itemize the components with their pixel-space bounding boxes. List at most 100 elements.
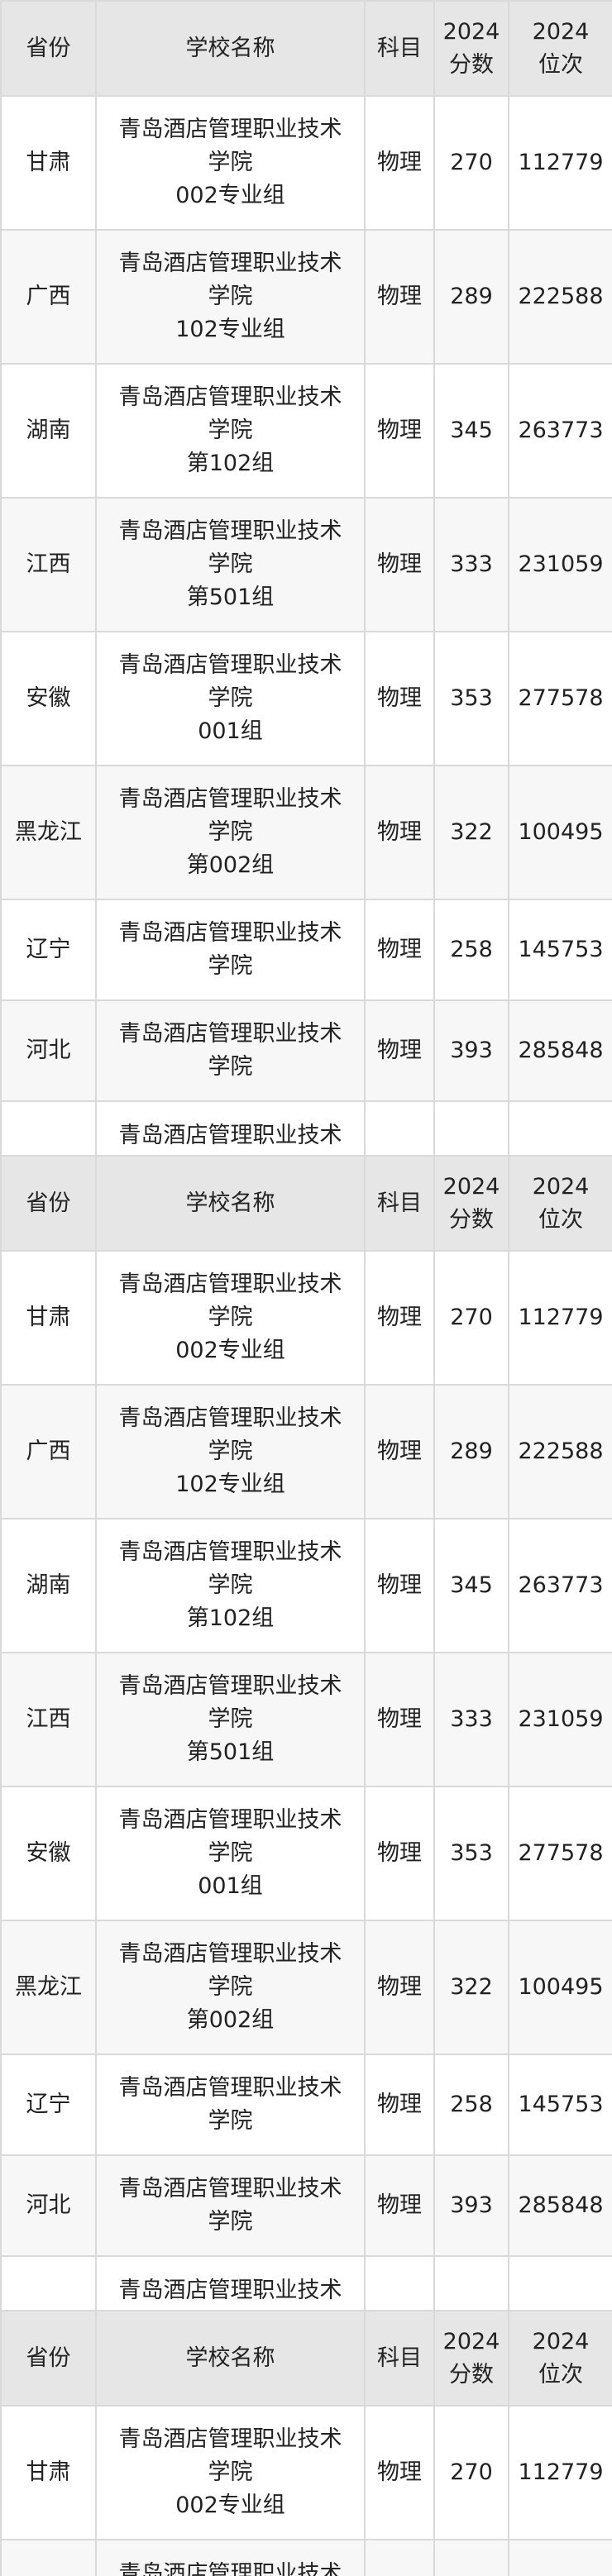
school-name-line: 学院 — [208, 1840, 253, 1866]
header-rank: 2024 位次 — [508, 0, 612, 97]
table-section: 省份 学校名称 科目 2024 分数 2024 位次 甘肃 青岛酒店管理职业技术 学院… — [0, 0, 612, 1155]
cell-subject: 物理 — [364, 229, 435, 365]
header-subject: 科目 — [364, 1155, 435, 1252]
cell-province — [0, 2539, 97, 2576]
cell-province: 湖南 — [0, 363, 97, 499]
cell-subject: 物理 — [364, 1250, 435, 1386]
table-section: 省份 学校名称 科目 2024 分数 2024 位次 甘肃 青岛酒店管理职业技术 学院… — [0, 1155, 612, 2310]
cell-province: 江西 — [0, 497, 97, 632]
school-name-line: 青岛酒店管理职业技术 — [118, 1271, 342, 1297]
school-group: 第102组 — [186, 1605, 275, 1631]
cell-rank: 112779 — [508, 1250, 612, 1386]
cell-score — [433, 2255, 509, 2310]
school-name-line: 青岛酒店管理职业技术 — [118, 518, 342, 544]
school-name-line: 学院 — [208, 1305, 253, 1330]
header-school: 学校名称 — [95, 2310, 366, 2407]
school-name-line: 青岛酒店管理职业技术 — [118, 1021, 342, 1047]
header-rank-label: 位次 — [538, 1206, 583, 1233]
cell-rank: 285848 — [508, 999, 612, 1102]
cell-school: 青岛酒店管理职业技术 学院 第102组 — [95, 363, 366, 499]
school-name-line: 青岛酒店管理职业技术 — [118, 1941, 342, 1967]
cell-province: 广西 — [0, 1384, 97, 1519]
cell-score: 322 — [433, 1920, 509, 2055]
cell-subject: 物理 — [364, 999, 435, 1102]
table-row: 黑龙江 青岛酒店管理职业技术 学院 第002组 物理 322 100495 — [0, 765, 612, 900]
cell-school: 青岛酒店管理职业技术 学院 002专业组 — [95, 1250, 366, 1386]
cell-school: 青岛酒店管理职业技术 学院 002专业组 — [95, 2405, 366, 2540]
cell-score — [433, 1100, 509, 1155]
cell-province: 江西 — [0, 1652, 97, 1787]
cell-province — [0, 2255, 97, 2310]
cell-subject: 物理 — [364, 899, 435, 1001]
cell-score: 353 — [433, 1786, 509, 1921]
cell-subject: 物理 — [364, 497, 435, 632]
cell-rank: 277578 — [508, 1786, 612, 1921]
cell-subject — [364, 2539, 435, 2576]
header-score: 2024 分数 — [433, 2310, 509, 2407]
header-score: 2024 分数 — [433, 0, 509, 97]
school-name-line: 学院 — [208, 685, 253, 711]
school-group: 第102组 — [186, 451, 275, 476]
school-group: 第501组 — [186, 584, 275, 610]
table-row: 甘肃 青岛酒店管理职业技术 学院 002专业组 物理 270 112779 — [0, 1250, 612, 1386]
cell-province: 安徽 — [0, 1786, 97, 1921]
school-name-line: 学院 — [208, 2108, 253, 2134]
cell-rank: 145753 — [508, 899, 612, 1001]
cell-school: 青岛酒店管理职业技术 学院 102专业组 — [95, 1384, 366, 1519]
header-school: 学校名称 — [95, 1155, 366, 1252]
school-name-line: 青岛酒店管理职业技术 — [118, 2075, 342, 2101]
school-name-line: 青岛酒店管理职业技术 — [118, 1123, 342, 1148]
school-name-line: 青岛酒店管理职业技术 — [118, 1807, 342, 1833]
cell-score: 345 — [433, 1518, 509, 1653]
cell-rank: 231059 — [508, 497, 612, 632]
school-group: 001组 — [198, 1873, 263, 1899]
table-row: 辽宁 青岛酒店管理职业技术 学院 物理 258 145753 — [0, 2054, 612, 2156]
cell-province: 黑龙江 — [0, 1920, 97, 2055]
cell-subject: 物理 — [364, 2054, 435, 2156]
cell-rank: 112779 — [508, 2405, 612, 2540]
cell-school: 青岛酒店管理职业技术 — [95, 2539, 366, 2576]
school-name-line: 青岛酒店管理职业技术 — [118, 652, 342, 678]
school-name-line: 学院 — [208, 284, 253, 309]
cell-rank: 277578 — [508, 631, 612, 766]
school-group: 002专业组 — [175, 1338, 285, 1363]
header-score-label: 分数 — [449, 51, 494, 78]
table-row-partial: 青岛酒店管理职业技术 — [0, 2539, 612, 2576]
cell-score — [433, 2539, 509, 2576]
header-rank: 2024 位次 — [508, 2310, 612, 2407]
school-name-line: 学院 — [208, 2459, 253, 2485]
cell-school: 青岛酒店管理职业技术 学院 002专业组 — [95, 95, 366, 231]
cell-subject: 物理 — [364, 2154, 435, 2257]
header-subject: 科目 — [364, 2310, 435, 2407]
cell-score: 333 — [433, 1652, 509, 1787]
table-row-partial: 青岛酒店管理职业技术 — [0, 1100, 612, 1155]
cell-school: 青岛酒店管理职业技术 — [95, 1100, 366, 1155]
cell-school: 青岛酒店管理职业技术 学院 001组 — [95, 1786, 366, 1921]
school-name-line: 青岛酒店管理职业技术 — [118, 786, 342, 812]
school-group: 102专业组 — [175, 317, 285, 342]
cell-province: 甘肃 — [0, 1250, 97, 1386]
cell-subject: 物理 — [364, 765, 435, 900]
cell-rank: 222588 — [508, 229, 612, 365]
school-name-line: 学院 — [208, 2209, 253, 2235]
cell-province: 广西 — [0, 229, 97, 365]
table-row: 广西 青岛酒店管理职业技术 学院 102专业组 物理 289 222588 — [0, 1384, 612, 1519]
cell-rank: 100495 — [508, 765, 612, 900]
header-province: 省份 — [0, 1155, 97, 1252]
school-name-line: 学院 — [208, 1974, 253, 2000]
header-rank-year: 2024 — [532, 2328, 590, 2354]
cell-score: 345 — [433, 363, 509, 499]
cell-score: 289 — [433, 229, 509, 365]
school-group: 第002组 — [186, 2007, 275, 2033]
cell-rank — [508, 1100, 612, 1155]
school-name-line: 学院 — [208, 819, 253, 845]
table-row: 江西 青岛酒店管理职业技术 学院 第501组 物理 333 231059 — [0, 497, 612, 632]
cell-subject: 物理 — [364, 1518, 435, 1653]
cell-province: 安徽 — [0, 631, 97, 766]
cell-rank: 100495 — [508, 1920, 612, 2055]
table-row: 江西 青岛酒店管理职业技术 学院 第501组 物理 333 231059 — [0, 1652, 612, 1787]
table-row: 湖南 青岛酒店管理职业技术 学院 第102组 物理 345 263773 — [0, 363, 612, 499]
school-name-line: 青岛酒店管理职业技术 — [118, 2561, 342, 2576]
cell-subject: 物理 — [364, 363, 435, 499]
